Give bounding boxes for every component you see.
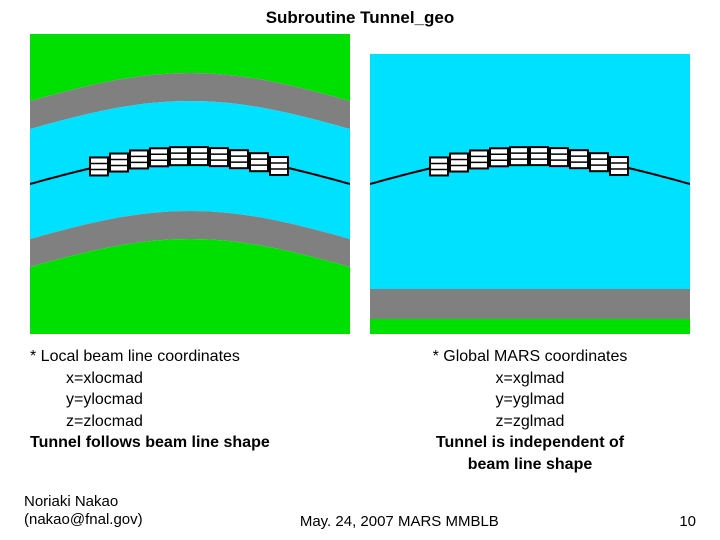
left-panel bbox=[30, 34, 350, 334]
right-coord-z: z=zglmad bbox=[370, 411, 690, 433]
slide-title: Subroutine Tunnel_geo bbox=[0, 0, 720, 34]
footer-author-block: Noriaki Nakao (nakao@fnal.gov) bbox=[24, 493, 143, 531]
right-coord-x: x=xglmad bbox=[370, 368, 690, 390]
left-caption-heading: * Local beam line coordinates bbox=[30, 346, 350, 368]
left-summary: Tunnel follows beam line shape bbox=[30, 432, 350, 454]
right-diagram bbox=[370, 34, 690, 334]
right-panel bbox=[370, 34, 690, 334]
right-summary-2: beam line shape bbox=[370, 454, 690, 476]
footer-author: Noriaki Nakao bbox=[24, 493, 143, 512]
left-caption: * Local beam line coordinates x=xlocmad … bbox=[30, 334, 350, 476]
right-summary-1: Tunnel is independent of bbox=[370, 432, 690, 454]
left-diagram bbox=[30, 34, 350, 334]
left-coord-y: y=ylocmad bbox=[30, 389, 350, 411]
right-coord-y: y=yglmad bbox=[370, 389, 690, 411]
footer-center: May. 24, 2007 MARS MMBLB bbox=[143, 513, 656, 530]
left-coord-x: x=xlocmad bbox=[30, 368, 350, 390]
right-caption-heading: * Global MARS coordinates bbox=[370, 346, 690, 368]
left-coord-z: z=zlocmad bbox=[30, 411, 350, 433]
footer: Noriaki Nakao (nakao@fnal.gov) May. 24, … bbox=[0, 493, 720, 531]
footer-page: 10 bbox=[656, 513, 696, 530]
footer-email: (nakao@fnal.gov) bbox=[24, 511, 143, 530]
captions-row: * Local beam line coordinates x=xlocmad … bbox=[0, 334, 720, 476]
right-caption: * Global MARS coordinates x=xglmad y=ygl… bbox=[370, 334, 690, 476]
diagram-panels bbox=[0, 34, 720, 334]
